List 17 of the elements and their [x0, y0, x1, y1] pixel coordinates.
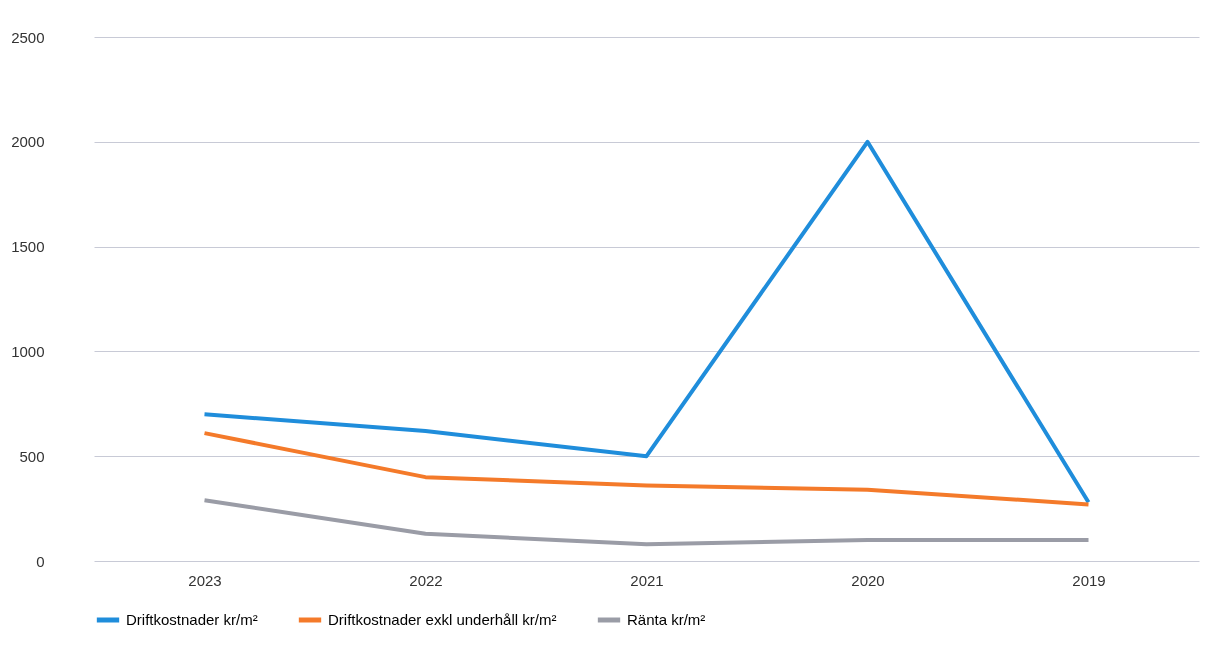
x-tick-label: 2022 [409, 571, 443, 589]
y-tick-label: 1500 [11, 238, 45, 256]
legend-label: Ränta kr/m² [627, 611, 706, 628]
y-tick-label: 1000 [11, 342, 45, 360]
x-tick-label: 2021 [630, 571, 664, 589]
line-series [202, 139, 1091, 505]
line-series [202, 431, 1091, 507]
line-series [202, 498, 1091, 547]
x-tick-label: 2020 [851, 571, 885, 589]
y-tick-label: 2500 [11, 28, 45, 46]
y-tick-label: 0 [36, 552, 45, 570]
legend-label: Driftkostnader exkl underhåll kr/m² [328, 611, 557, 628]
y-tick-label: 2000 [11, 133, 45, 151]
legend-label: Driftkostnader kr/m² [126, 611, 258, 628]
y-tick-label: 500 [19, 447, 45, 465]
x-tick-label: 2019 [1072, 571, 1106, 589]
x-tick-label: 2023 [188, 571, 222, 589]
